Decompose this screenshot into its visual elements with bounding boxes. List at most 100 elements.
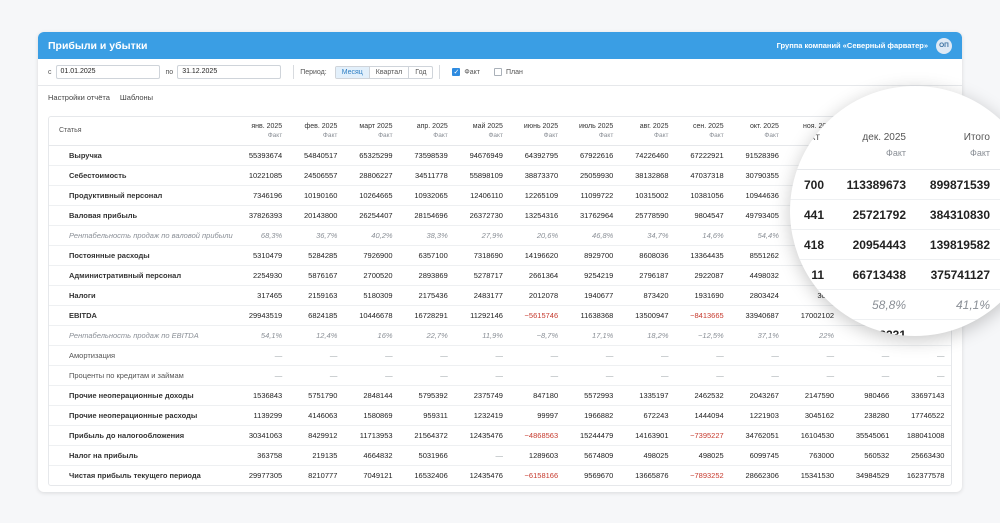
from-date-input[interactable]: 01.01.2025 [55,65,160,79]
table-cell: — [731,365,787,386]
table-cell: 2922087 [676,265,732,286]
column-header-sub: Факт [764,131,779,139]
table-cell: 16104530 [786,425,843,446]
column-header[interactable]: май 2025 Факт [455,117,511,146]
table-cell: 14,6% [676,225,732,246]
row-label: Валовая прибыль [49,205,235,226]
table-cell: 14196620 [510,245,567,266]
period-year-button[interactable]: Год [415,68,427,76]
table-cell: — [235,345,291,366]
table-cell: 162377578 [897,465,951,485]
table-cell: 54,1% [235,325,291,346]
table-cell: −7893252 [676,465,732,485]
column-header[interactable]: сен. 2025 Факт [676,117,732,146]
table-cell: 34,7% [621,225,677,246]
organization-name[interactable]: Группа компаний «Северный фарватер» [776,41,928,50]
templates-link[interactable]: Шаблоны [119,92,154,102]
magnifier-row: 8231 11700 [790,320,1000,337]
table-cell: 22% [786,325,843,346]
column-header-label: апр. 2025 [416,122,448,130]
magnifier-cell: 375741127 [930,267,990,282]
table-row[interactable]: Чистая прибыль текущего периода 29977305 8… [49,465,951,485]
table-cell: 8551262 [731,245,787,266]
table-row[interactable]: Рентабельность продаж по валовой прибыли… [49,225,951,246]
table-row[interactable]: Проценты по кредитам и займам — — — — — — — — — — —… [49,365,951,386]
fact-checkbox[interactable]: ✓ Факт [452,68,480,76]
row-label: Чистая прибыль текущего периода [49,465,235,485]
column-header-label: март 2025 [359,122,393,130]
table-cell: 7049121 [345,465,401,485]
table-cell: 67222921 [676,145,732,166]
table-cell: 13665876 [621,465,677,485]
table-cell: 74226460 [621,145,677,166]
column-header-sub: Факт [543,131,559,139]
period-month-button[interactable]: Месяц [335,66,370,78]
row-label: Себестоимость [49,165,235,186]
table-cell: 28154696 [400,205,456,226]
plan-checkbox[interactable]: План [493,68,523,76]
table-row[interactable]: Рентабельность продаж по EBITDA 54,1% 12,4… [49,325,951,346]
to-date-input[interactable]: 31.12.2025 [177,65,282,79]
column-header[interactable]: фев. 2025 Факт [290,117,346,146]
table-cell: 17002102 [786,305,843,326]
empty-checkbox-icon [493,68,502,76]
table-cell: 10221085 [235,165,291,186]
row-label: Рентабельность продаж по EBITDA [49,325,235,346]
table-cell: 9804547 [676,205,732,226]
avatar[interactable]: ОП [936,37,952,54]
period-quarter-button[interactable]: Квартал [370,66,410,78]
table-cell: 12265109 [510,185,567,206]
table-cell: 363758 [235,445,291,466]
table-cell: 7346196 [235,185,291,206]
column-header[interactable]: авг. 2025 Факт [621,117,677,146]
column-header-label: авг. 2025 [639,122,669,130]
table-row[interactable]: Прибыль до налогообложения 30341063 842991… [49,425,951,446]
table-cell: 49793405 [731,205,787,226]
table-cell: — [897,345,951,366]
magnifier-cell: 899871539 [929,177,990,192]
table-cell: −12,5% [676,325,732,346]
table-row[interactable]: Налоги 317465 2159163 5180309 2175436 2483177… [49,285,951,306]
table-cell: 31762964 [566,205,622,226]
table-cell: −8413665 [676,305,732,326]
column-header[interactable]: окт. 2025 Факт [731,117,787,146]
table-cell: — [400,345,456,366]
magnifier-cell: 41,1% [955,297,990,312]
table-cell: — [566,345,622,366]
table-cell: 847180 [510,385,567,406]
table-cell: — [290,365,346,386]
column-header[interactable]: июнь 2025 Факт [510,117,567,146]
table-cell: 20,6% [510,225,567,246]
magnifier-cell: 20954443 [852,237,906,252]
column-header[interactable]: апр. 2025 Факт [400,117,456,146]
column-header[interactable]: янв. 2025 Факт [235,117,291,146]
table-cell: 5674809 [566,445,622,466]
table-row[interactable]: Прочие неоперационные расходы 1139299 4146… [49,405,951,426]
table-cell: 4498032 [731,265,787,286]
table-cell: 30341063 [235,425,291,446]
table-row[interactable]: Амортизация — — — — — — — — — — — — — [49,345,951,366]
column-header-sub: Факт [378,131,393,139]
row-label: Проценты по кредитам и займам [49,365,235,386]
table-row[interactable]: Прочие неоперационные доходы 1536843 57517… [49,385,951,406]
column-header-sub: Факт [267,131,283,139]
table-row[interactable]: Налог на прибыль 363758 219135 4664832 50319… [49,445,951,466]
row-label: Административный персонал [49,265,235,286]
table-cell: −6158166 [510,465,567,485]
table-cell: 8210777 [290,465,346,485]
table-cell: 24506557 [290,165,346,186]
divider [293,65,295,79]
report-settings-link[interactable]: Настройки отчёта [48,92,110,102]
row-label: Рентабельность продаж по валовой прибыли [49,225,235,246]
column-header[interactable]: март 2025 Факт [345,117,401,146]
table-cell: −5615746 [510,305,567,326]
table-cell: 9254219 [566,265,622,286]
table-cell: 1221903 [731,405,787,426]
table-cell: 2700520 [345,265,401,286]
column-header-label: июнь 2025 [523,122,559,130]
column-header-label: фев. 2025 [304,122,338,130]
magnifier-cell: 58,8% [871,297,906,312]
magnifier-callout: кт дек. 2025 Итого Факт Факт 700 11338967… [790,86,1000,336]
column-header[interactable]: июль 2025 Факт [566,117,622,146]
table-cell: 38873370 [510,165,567,186]
